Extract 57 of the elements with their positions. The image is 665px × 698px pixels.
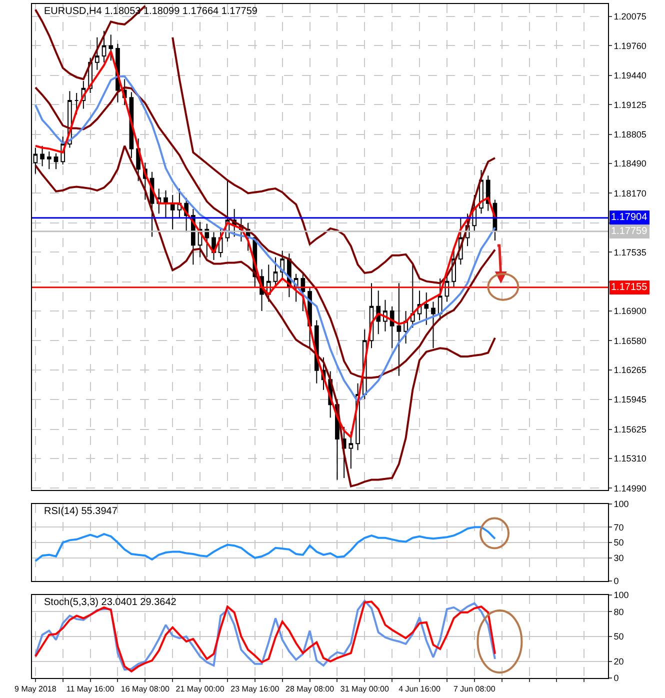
x-tick-label: 9 May 2018 [14, 684, 57, 694]
x-tick-label: 4 Jun 16:00 [398, 684, 441, 694]
y-tick-label: 1.20075 [614, 12, 646, 22]
ref-line-label: 1.17904 [611, 212, 648, 223]
candlestick [46, 150, 52, 170]
candlestick [108, 34, 114, 62]
x-tick-label: 21 May 00:00 [176, 684, 225, 694]
y-tick-label: 1.17535 [614, 247, 646, 258]
y-tick-label: 80 [614, 606, 624, 617]
y-tick-label: 50 [614, 538, 624, 548]
y-tick-label: 30 [614, 553, 624, 564]
x-tick-label: 7 Jun 08:00 [453, 684, 496, 694]
y-tick-label: 1.15945 [614, 394, 646, 405]
candlestick [54, 152, 58, 170]
y-tick-label: 1.18490 [614, 158, 646, 169]
chart-title: RSI(14) 55.3947 [44, 506, 118, 517]
candlestick [348, 431, 354, 470]
ref-line-label: 1.17759 [611, 226, 648, 237]
y-tick-label: 1.19125 [614, 100, 646, 110]
y-tick-label: 1.18170 [614, 188, 646, 198]
candlestick [396, 282, 402, 376]
y-tick-label: 1.19440 [614, 70, 646, 81]
x-tick-label: 11 May 16:00 [66, 684, 115, 694]
candlestick [390, 306, 394, 349]
y-tick-label: 1.16580 [614, 336, 646, 346]
y-tick-label: 1.14990 [614, 483, 646, 494]
x-tick-label: 28 May 08:00 [286, 684, 335, 694]
candlestick [94, 36, 100, 70]
y-tick-label: 100 [614, 590, 629, 600]
y-tick-label: 0 [614, 673, 619, 684]
candlestick [40, 145, 44, 167]
candlestick [170, 194, 175, 230]
y-tick-label: 20 [614, 656, 624, 667]
y-tick-label: 1.15625 [614, 424, 646, 434]
x-tick-label: 23 May 16:00 [230, 684, 280, 694]
candlestick [438, 278, 442, 321]
y-tick-label: 1.16900 [614, 306, 646, 316]
candlestick [102, 30, 106, 63]
chart-title: Stoch(5,3,3) 23.0401 29.3642 [44, 597, 177, 608]
candlestick [164, 190, 168, 219]
candlestick [431, 301, 436, 349]
candlestick [74, 92, 79, 115]
y-tick-label: 0 [614, 576, 619, 586]
y-tick-label: 1.18805 [614, 129, 646, 140]
ref-line-label: 1.17155 [611, 282, 648, 293]
y-tick-label: 1.19760 [614, 40, 646, 51]
line-series [34, 144, 496, 488]
y-tick-label: 70 [614, 522, 624, 532]
y-tick-label: 1.16265 [614, 365, 646, 376]
y-tick-label: 1.15310 [614, 454, 646, 464]
candlestick [424, 292, 429, 326]
candlestick [410, 264, 415, 328]
x-tick-label: 16 May 08:00 [120, 684, 170, 694]
y-tick-label: 50 [614, 632, 624, 642]
candlestick [204, 223, 210, 258]
x-tick-label: 31 May 00:00 [340, 684, 390, 694]
y-tick-label: 100 [614, 499, 629, 510]
